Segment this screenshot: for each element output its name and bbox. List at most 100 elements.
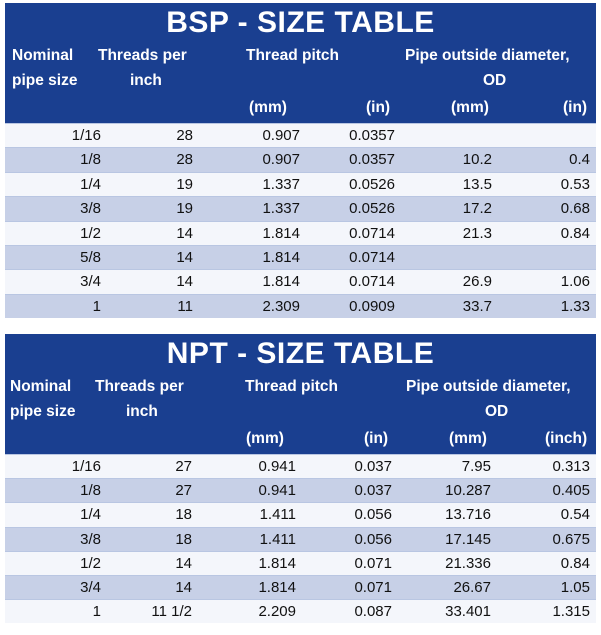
table-row: 1/8 27 0.941 0.037 10.287 0.405 — [5, 478, 596, 503]
nominal-size-cell: 3/8 — [80, 200, 101, 218]
threads-cell: 18 — [175, 506, 192, 524]
od-inch-unit: (inch) — [545, 430, 588, 447]
pitch-in-cell: 0.0909 — [349, 297, 395, 315]
pitch-mm-cell: 1.814 — [262, 224, 300, 242]
pitch-mm-cell: 1.814 — [262, 248, 300, 266]
nominal-size-cell: 1 — [92, 603, 101, 621]
table-row: 1/2 14 1.814 0.071 21.336 0.84 — [5, 550, 596, 575]
pitch-in-unit: (in) — [364, 430, 389, 447]
pitch-in-cell: 0.0714 — [349, 273, 395, 291]
pitch-mm-cell: 2.209 — [258, 603, 296, 621]
nominal-size-cell: 3/4 — [80, 273, 101, 291]
threads-cell: 27 — [175, 482, 192, 500]
od-mm-cell: 26.9 — [462, 273, 492, 291]
od-header-line1: Pipe outside diameter, — [405, 47, 570, 64]
thread-pitch-header: Thread pitch — [246, 47, 340, 64]
thread-pitch-header: Thread pitch — [245, 378, 339, 395]
od-mm-cell: 7.95 — [461, 458, 491, 475]
od-mm-unit: (mm) — [451, 99, 489, 116]
pitch-in-cell: 0.0357 — [349, 127, 395, 144]
threads-header-line1: Threads per — [98, 47, 187, 64]
npt-size-table: NPT - SIZE TABLE Nominal pipe size Threa… — [5, 334, 596, 624]
threads-header-line2: inch — [130, 72, 162, 89]
od-in-cell: 1.33 — [560, 297, 590, 315]
pitch-mm-cell: 2.309 — [262, 297, 300, 315]
pitch-in-cell: 0.0526 — [349, 175, 395, 193]
npt-table-header: Nominal pipe size Threads per inch Threa… — [5, 374, 596, 454]
od-inch-cell: 0.84 — [560, 554, 590, 572]
od-mm-cell: 33.401 — [445, 603, 491, 621]
pitch-in-unit: (in) — [366, 99, 391, 116]
bsp-table-body: 1/16 28 0.907 0.0357 1/8 28 0.907 0.0357… — [5, 123, 596, 319]
pitch-in-cell: 0.087 — [354, 603, 392, 621]
od-inch-cell: 0.313 — [552, 458, 590, 475]
od-mm-cell: 26.67 — [453, 578, 491, 596]
nominal-size-cell: 1/4 — [80, 175, 101, 193]
od-in-cell: 0.4 — [569, 151, 590, 169]
od-in-cell: 0.68 — [560, 200, 590, 218]
threads-cell: 11 — [177, 297, 193, 315]
bsp-table-header: Nominal pipe size Threads per inch Threa… — [5, 43, 596, 123]
threads-cell: 27 — [175, 458, 192, 475]
nominal-size-cell: 5/8 — [80, 248, 101, 266]
pitch-mm-cell: 1.814 — [258, 554, 296, 572]
nominal-header-line1: Nominal — [12, 47, 74, 64]
threads-cell: 18 — [175, 530, 192, 548]
od-mm-cell: 33.7 — [462, 297, 492, 315]
od-mm-cell: 21.336 — [445, 554, 491, 572]
od-in-unit: (in) — [563, 99, 588, 116]
od-mm-unit: (mm) — [449, 430, 487, 447]
table-row: 1 11 2.309 0.0909 33.7 1.33 — [5, 293, 596, 319]
pitch-in-cell: 0.037 — [354, 458, 392, 475]
threads-cell: 28 — [176, 151, 193, 169]
od-mm-cell: 17.2 — [462, 200, 492, 218]
pitch-mm-cell: 0.907 — [262, 127, 300, 144]
table-row: 3/8 18 1.411 0.056 17.145 0.675 — [5, 526, 596, 551]
nominal-size-cell: 1/4 — [80, 506, 101, 524]
od-in-cell: 1.06 — [560, 273, 590, 291]
nominal-size-cell: 1/2 — [80, 224, 101, 242]
pitch-mm-cell: 1.337 — [262, 200, 300, 218]
threads-cell: 19 — [176, 175, 193, 193]
od-in-cell: 0.53 — [560, 175, 590, 193]
od-mm-cell: 10.2 — [462, 151, 492, 169]
pitch-mm-unit: (mm) — [249, 99, 287, 116]
npt-table-title: NPT - SIZE TABLE — [166, 337, 435, 370]
nominal-header-line2: pipe size — [12, 72, 78, 89]
pitch-mm-cell: 0.907 — [262, 151, 300, 169]
nominal-size-cell: 3/4 — [80, 578, 101, 596]
od-mm-cell: 13.716 — [445, 506, 491, 524]
pitch-in-cell: 0.0526 — [349, 200, 395, 218]
table-row: 3/4 14 1.814 0.0714 26.9 1.06 — [5, 269, 596, 294]
pitch-mm-cell: 1.411 — [259, 506, 296, 524]
pitch-mm-unit: (mm) — [246, 430, 284, 447]
od-header-line2: OD — [483, 72, 507, 89]
pitch-mm-cell: 0.941 — [258, 482, 296, 500]
pitch-in-cell: 0.056 — [354, 506, 392, 524]
od-mm-cell: 21.3 — [462, 224, 492, 242]
threads-cell: 14 — [175, 554, 192, 572]
nominal-size-cell: 1/8 — [80, 151, 101, 169]
od-header-line1: Pipe outside diameter, — [406, 378, 571, 395]
nominal-size-cell: 1/16 — [71, 458, 101, 475]
nominal-header-line2: pipe size — [10, 403, 76, 420]
nominal-size-cell: 1/16 — [71, 127, 101, 144]
table-row: 3/4 14 1.814 0.071 26.67 1.05 — [5, 574, 596, 600]
threads-cell: 14 — [176, 248, 193, 266]
pitch-mm-cell: 1.814 — [262, 273, 300, 291]
threads-cell: 14 — [176, 273, 193, 291]
od-mm-cell: 17.145 — [445, 530, 491, 548]
table-row: 5/8 14 1.814 0.0714 — [5, 244, 596, 270]
od-mm-cell: 10.287 — [445, 482, 491, 500]
pitch-mm-cell: 1.411 — [259, 530, 296, 548]
threads-cell: 19 — [176, 200, 193, 218]
pitch-in-cell: 0.056 — [354, 530, 392, 548]
nominal-size-cell: 3/8 — [80, 530, 101, 548]
pitch-in-cell: 0.071 — [354, 578, 392, 596]
table-row: 1/16 28 0.907 0.0357 — [5, 123, 596, 148]
table-row: 1/4 18 1.411 0.056 13.716 0.54 — [5, 502, 596, 527]
table-row: 1 11 1/2 2.209 0.087 33.401 1.315 — [5, 599, 596, 624]
threads-header-line2: inch — [126, 403, 158, 420]
od-inch-cell: 1.05 — [560, 578, 590, 596]
threads-cell: 11 1/2 — [151, 603, 192, 621]
